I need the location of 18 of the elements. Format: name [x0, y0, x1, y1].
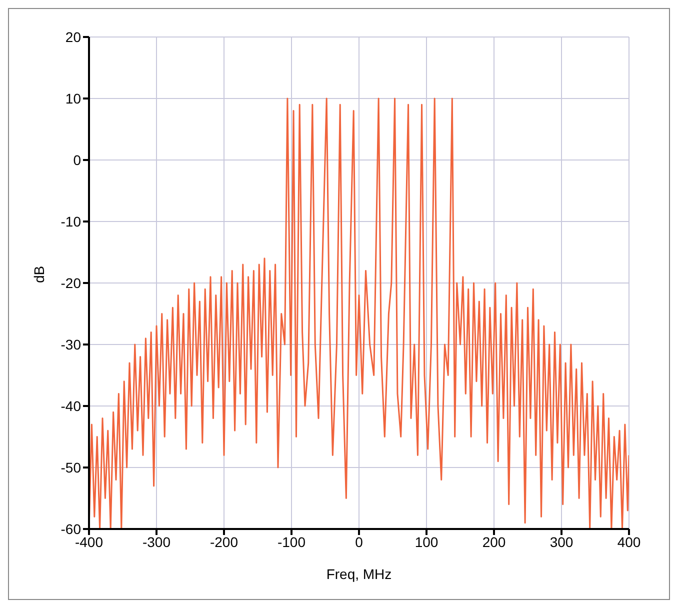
y-tick-label: -10 — [60, 213, 82, 230]
x-tick-label: 400 — [617, 534, 641, 550]
x-axis-title: Freq, MHz — [326, 566, 392, 582]
x-tick-label: -300 — [142, 534, 171, 550]
y-tick-label: 0 — [73, 152, 82, 168]
x-tick-label: 200 — [482, 534, 506, 550]
y-tick-label: -30 — [60, 336, 82, 352]
x-tick-label: 100 — [414, 534, 438, 550]
y-tick-label: -40 — [60, 398, 82, 414]
y-axis-title: dB — [30, 266, 47, 283]
x-tick-label: -200 — [210, 534, 238, 550]
x-tick-label: 300 — [550, 534, 574, 550]
x-tick-label: -100 — [277, 534, 306, 550]
x-tick-label: 0 — [355, 534, 364, 550]
y-tick-label: -20 — [60, 274, 82, 291]
y-tick-label: -50 — [60, 459, 82, 476]
y-tick-label: 10 — [65, 90, 82, 106]
y-tick-label: 20 — [65, 28, 82, 45]
